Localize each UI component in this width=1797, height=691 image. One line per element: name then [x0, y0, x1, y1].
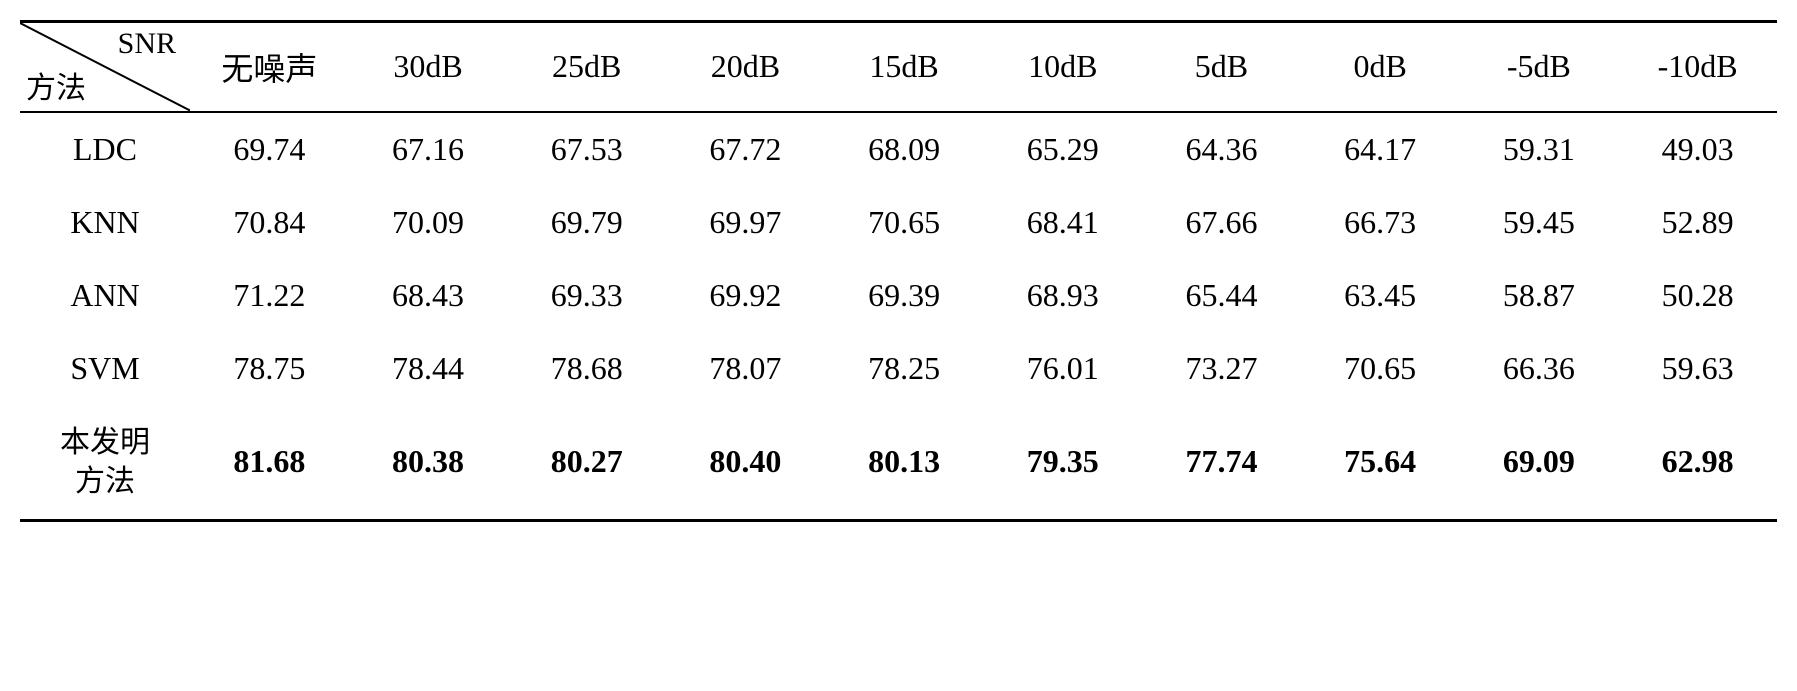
col-header: 25dB — [507, 22, 666, 112]
col-header: 0dB — [1301, 22, 1460, 112]
col-header: 20dB — [666, 22, 825, 112]
diagonal-top-label: SNR — [118, 27, 176, 61]
cell: 67.72 — [666, 112, 825, 186]
row-label: LDC — [20, 112, 190, 186]
cell: 67.66 — [1142, 186, 1301, 259]
cell: 78.25 — [825, 332, 984, 405]
cell: 78.44 — [349, 332, 508, 405]
cell: 59.63 — [1618, 332, 1777, 405]
cell: 70.09 — [349, 186, 508, 259]
cell: 65.29 — [983, 112, 1142, 186]
cell: 80.40 — [666, 405, 825, 521]
cell: 79.35 — [983, 405, 1142, 521]
cell: 78.75 — [190, 332, 349, 405]
cell: 59.45 — [1460, 186, 1619, 259]
col-header: -5dB — [1460, 22, 1619, 112]
diagonal-header-cell: SNR 方法 — [20, 22, 190, 112]
cell: 70.84 — [190, 186, 349, 259]
cell: 59.31 — [1460, 112, 1619, 186]
cell: 67.53 — [507, 112, 666, 186]
cell: 62.98 — [1618, 405, 1777, 521]
cell: 80.27 — [507, 405, 666, 521]
row-label: 本发明方法 — [20, 405, 190, 521]
cell: 69.33 — [507, 259, 666, 332]
row-label: SVM — [20, 332, 190, 405]
cell: 78.68 — [507, 332, 666, 405]
table-header-row: SNR 方法 无噪声 30dB 25dB 20dB 15dB 10dB 5dB … — [20, 22, 1777, 112]
cell: 71.22 — [190, 259, 349, 332]
col-header: 10dB — [983, 22, 1142, 112]
cell: 68.09 — [825, 112, 984, 186]
cell: 69.79 — [507, 186, 666, 259]
results-table-container: SNR 方法 无噪声 30dB 25dB 20dB 15dB 10dB 5dB … — [20, 20, 1777, 522]
cell: 64.36 — [1142, 112, 1301, 186]
diagonal-bottom-label: 方法 — [26, 63, 86, 107]
cell: 80.13 — [825, 405, 984, 521]
results-table: SNR 方法 无噪声 30dB 25dB 20dB 15dB 10dB 5dB … — [20, 20, 1777, 522]
cell: 58.87 — [1460, 259, 1619, 332]
cell: 69.74 — [190, 112, 349, 186]
col-header: -10dB — [1618, 22, 1777, 112]
table-row-highlighted: 本发明方法 81.68 80.38 80.27 80.40 80.13 79.3… — [20, 405, 1777, 521]
cell: 75.64 — [1301, 405, 1460, 521]
cell: 80.38 — [349, 405, 508, 521]
cell: 69.97 — [666, 186, 825, 259]
cell: 68.93 — [983, 259, 1142, 332]
table-body: LDC 69.74 67.16 67.53 67.72 68.09 65.29 … — [20, 112, 1777, 521]
table-row: SVM 78.75 78.44 78.68 78.07 78.25 76.01 … — [20, 332, 1777, 405]
cell: 81.68 — [190, 405, 349, 521]
row-label: KNN — [20, 186, 190, 259]
cell: 65.44 — [1142, 259, 1301, 332]
col-header: 5dB — [1142, 22, 1301, 112]
col-header: 15dB — [825, 22, 984, 112]
col-header: 30dB — [349, 22, 508, 112]
cell: 52.89 — [1618, 186, 1777, 259]
table-row: LDC 69.74 67.16 67.53 67.72 68.09 65.29 … — [20, 112, 1777, 186]
cell: 77.74 — [1142, 405, 1301, 521]
cell: 67.16 — [349, 112, 508, 186]
cell: 49.03 — [1618, 112, 1777, 186]
cell: 68.43 — [349, 259, 508, 332]
cell: 63.45 — [1301, 259, 1460, 332]
row-label: ANN — [20, 259, 190, 332]
col-header: 无噪声 — [190, 22, 349, 112]
cell: 76.01 — [983, 332, 1142, 405]
cell: 70.65 — [825, 186, 984, 259]
cell: 69.92 — [666, 259, 825, 332]
cell: 70.65 — [1301, 332, 1460, 405]
table-row: KNN 70.84 70.09 69.79 69.97 70.65 68.41 … — [20, 186, 1777, 259]
cell: 69.09 — [1460, 405, 1619, 521]
cell: 66.36 — [1460, 332, 1619, 405]
cell: 69.39 — [825, 259, 984, 332]
cell: 66.73 — [1301, 186, 1460, 259]
cell: 64.17 — [1301, 112, 1460, 186]
cell: 68.41 — [983, 186, 1142, 259]
cell: 78.07 — [666, 332, 825, 405]
table-row: ANN 71.22 68.43 69.33 69.92 69.39 68.93 … — [20, 259, 1777, 332]
cell: 73.27 — [1142, 332, 1301, 405]
cell: 50.28 — [1618, 259, 1777, 332]
